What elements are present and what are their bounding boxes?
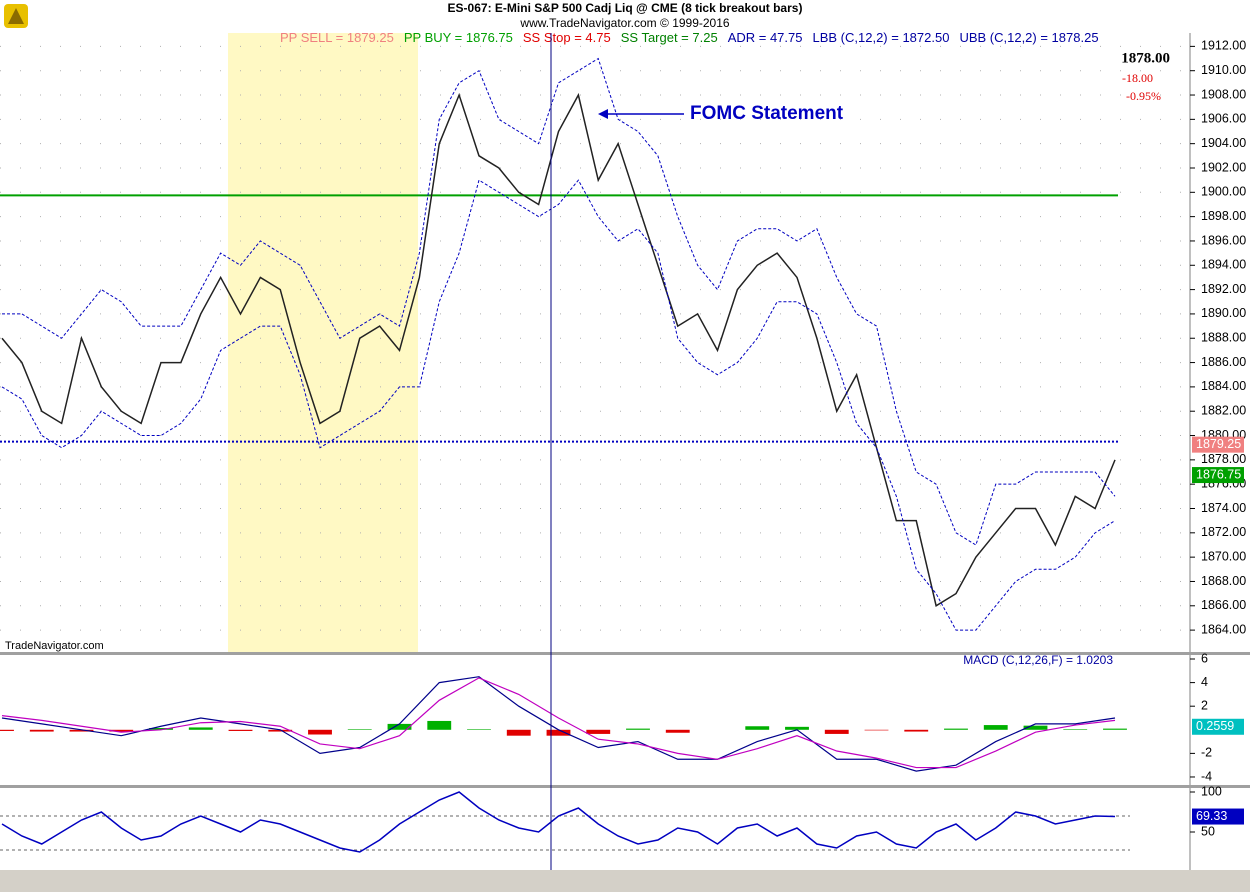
y-tick-label: 1888.00 — [1201, 331, 1246, 345]
histogram-bar — [1063, 729, 1088, 730]
y-tick-label: 1866.00 — [1201, 598, 1246, 612]
y-tick-label: -2 — [1201, 746, 1212, 760]
histogram-bar — [904, 729, 929, 732]
y-tick-label: 1886.00 — [1201, 355, 1246, 369]
stat: PP BUY = 1876.75 — [404, 30, 513, 45]
histogram-bar — [586, 729, 611, 734]
y-tick-label: 1892.00 — [1201, 282, 1246, 296]
stat: SS Stop = 4.75 — [523, 30, 611, 45]
last-price: 1878.00 — [1121, 50, 1170, 66]
price-pane — [0, 33, 1190, 652]
value-marker-label: 1876.75 — [1196, 467, 1241, 481]
histogram-bar — [0, 729, 14, 731]
band-line — [2, 57, 1116, 546]
y-tick-label: 1900.00 — [1201, 185, 1246, 199]
value-marker — [1192, 436, 1244, 453]
y-tick-label: 1910.00 — [1201, 63, 1246, 77]
y-tick-label: 1894.00 — [1201, 258, 1246, 272]
y-tick-label: 1868.00 — [1201, 574, 1246, 588]
watermark: TradeNavigator.com — [5, 640, 104, 652]
histogram-bar — [427, 720, 452, 730]
histogram-bar — [268, 729, 293, 732]
y-tick-label: 1904.00 — [1201, 136, 1246, 150]
histogram-bar — [745, 726, 770, 730]
value-marker-label: 1879.25 — [1196, 437, 1241, 451]
annotation: FOMC Statement — [690, 103, 844, 124]
histogram-bar — [228, 729, 253, 731]
histogram-bar — [944, 728, 968, 730]
value-marker — [1192, 808, 1244, 825]
histogram-bar — [347, 729, 372, 730]
histogram-bar — [864, 729, 889, 731]
macd-title: MACD (C,12,26,F) = 1.0203 — [963, 653, 1113, 667]
macd-line — [1, 677, 1116, 769]
y-tick-label: -4 — [1201, 769, 1212, 783]
histogram-bar — [983, 725, 1008, 730]
y-tick-label: 6 — [1201, 651, 1208, 665]
band-line — [1, 179, 1116, 631]
y-tick-label: 50 — [1201, 824, 1215, 838]
histogram-bar — [467, 729, 491, 730]
change-pct: -0.95% — [1126, 89, 1161, 103]
y-tick-label: 1896.00 — [1201, 233, 1246, 247]
value-marker-label: 0.2559 — [1196, 719, 1234, 733]
y-tick-label: 1884.00 — [1201, 379, 1246, 393]
y-tick-label: 1874.00 — [1201, 501, 1246, 515]
oscillator-pane — [0, 788, 1190, 870]
y-tick-label: 1882.00 — [1201, 404, 1246, 418]
histogram-bar — [1103, 728, 1127, 730]
histogram-bar — [1023, 725, 1048, 730]
stat: LBB (C,12,2) = 1872.50 — [812, 30, 949, 45]
y-tick-label: 1902.00 — [1201, 160, 1246, 174]
histogram-bar — [69, 729, 94, 732]
highlight-region — [228, 33, 418, 652]
y-tick-label: 1872.00 — [1201, 525, 1246, 539]
y-tick-label: 4 — [1201, 675, 1208, 689]
histogram-bar — [387, 723, 412, 730]
value-marker — [1192, 467, 1244, 484]
histogram-bar — [506, 729, 531, 736]
histogram-bar — [188, 727, 213, 730]
y-tick-label: 1890.00 — [1201, 306, 1246, 320]
stat: ADR = 47.75 — [728, 30, 803, 45]
macd-pane — [0, 655, 1190, 785]
histogram-bar — [109, 729, 134, 732]
histogram-bar — [29, 729, 54, 732]
histogram-bar — [626, 728, 650, 730]
change: -18.00 — [1122, 71, 1153, 85]
stats: PP SELL = 1879.25 PP BUY = 1876.75 SS Stop… — [280, 30, 1099, 45]
y-tick-label: 1906.00 — [1201, 112, 1246, 126]
histogram-bar — [308, 729, 332, 735]
chart-title: ES-067: E-Mini S&P 500 Cadj Liq @ CME (8… — [448, 1, 803, 15]
stat: UBB (C,12,2) = 1878.25 — [959, 30, 1098, 45]
logo — [4, 4, 28, 28]
y-tick-label: 2 — [1201, 698, 1208, 712]
histogram-bar — [785, 726, 809, 730]
y-tick-label: 1912.00 — [1201, 39, 1246, 53]
value-marker-label: 69.33 — [1196, 809, 1227, 823]
price-line — [1, 92, 1116, 607]
y-tick-label: 1864.00 — [1201, 622, 1246, 636]
histogram-bar — [149, 728, 173, 730]
y-tick-label: 1878.00 — [1201, 452, 1246, 466]
histogram-bar — [665, 729, 690, 733]
y-tick-label: 1870.00 — [1201, 549, 1246, 563]
stat: SS Target = 7.25 — [621, 30, 718, 45]
price-line — [1, 791, 1116, 853]
histogram-bar — [546, 729, 571, 736]
y-tick-label: 100 — [1201, 784, 1222, 798]
arrow-head — [598, 109, 608, 119]
header — [0, 0, 1250, 33]
stat: PP SELL = 1879.25 — [280, 30, 394, 45]
y-tick-label: 1898.00 — [1201, 209, 1246, 223]
macd-line — [1, 676, 1116, 772]
value-marker — [1192, 718, 1244, 735]
y-tick-label: 1908.00 — [1201, 87, 1246, 101]
histogram-bar — [824, 729, 849, 734]
chart-subtitle: www.TradeNavigator.com © 1999-2016 — [519, 16, 729, 30]
